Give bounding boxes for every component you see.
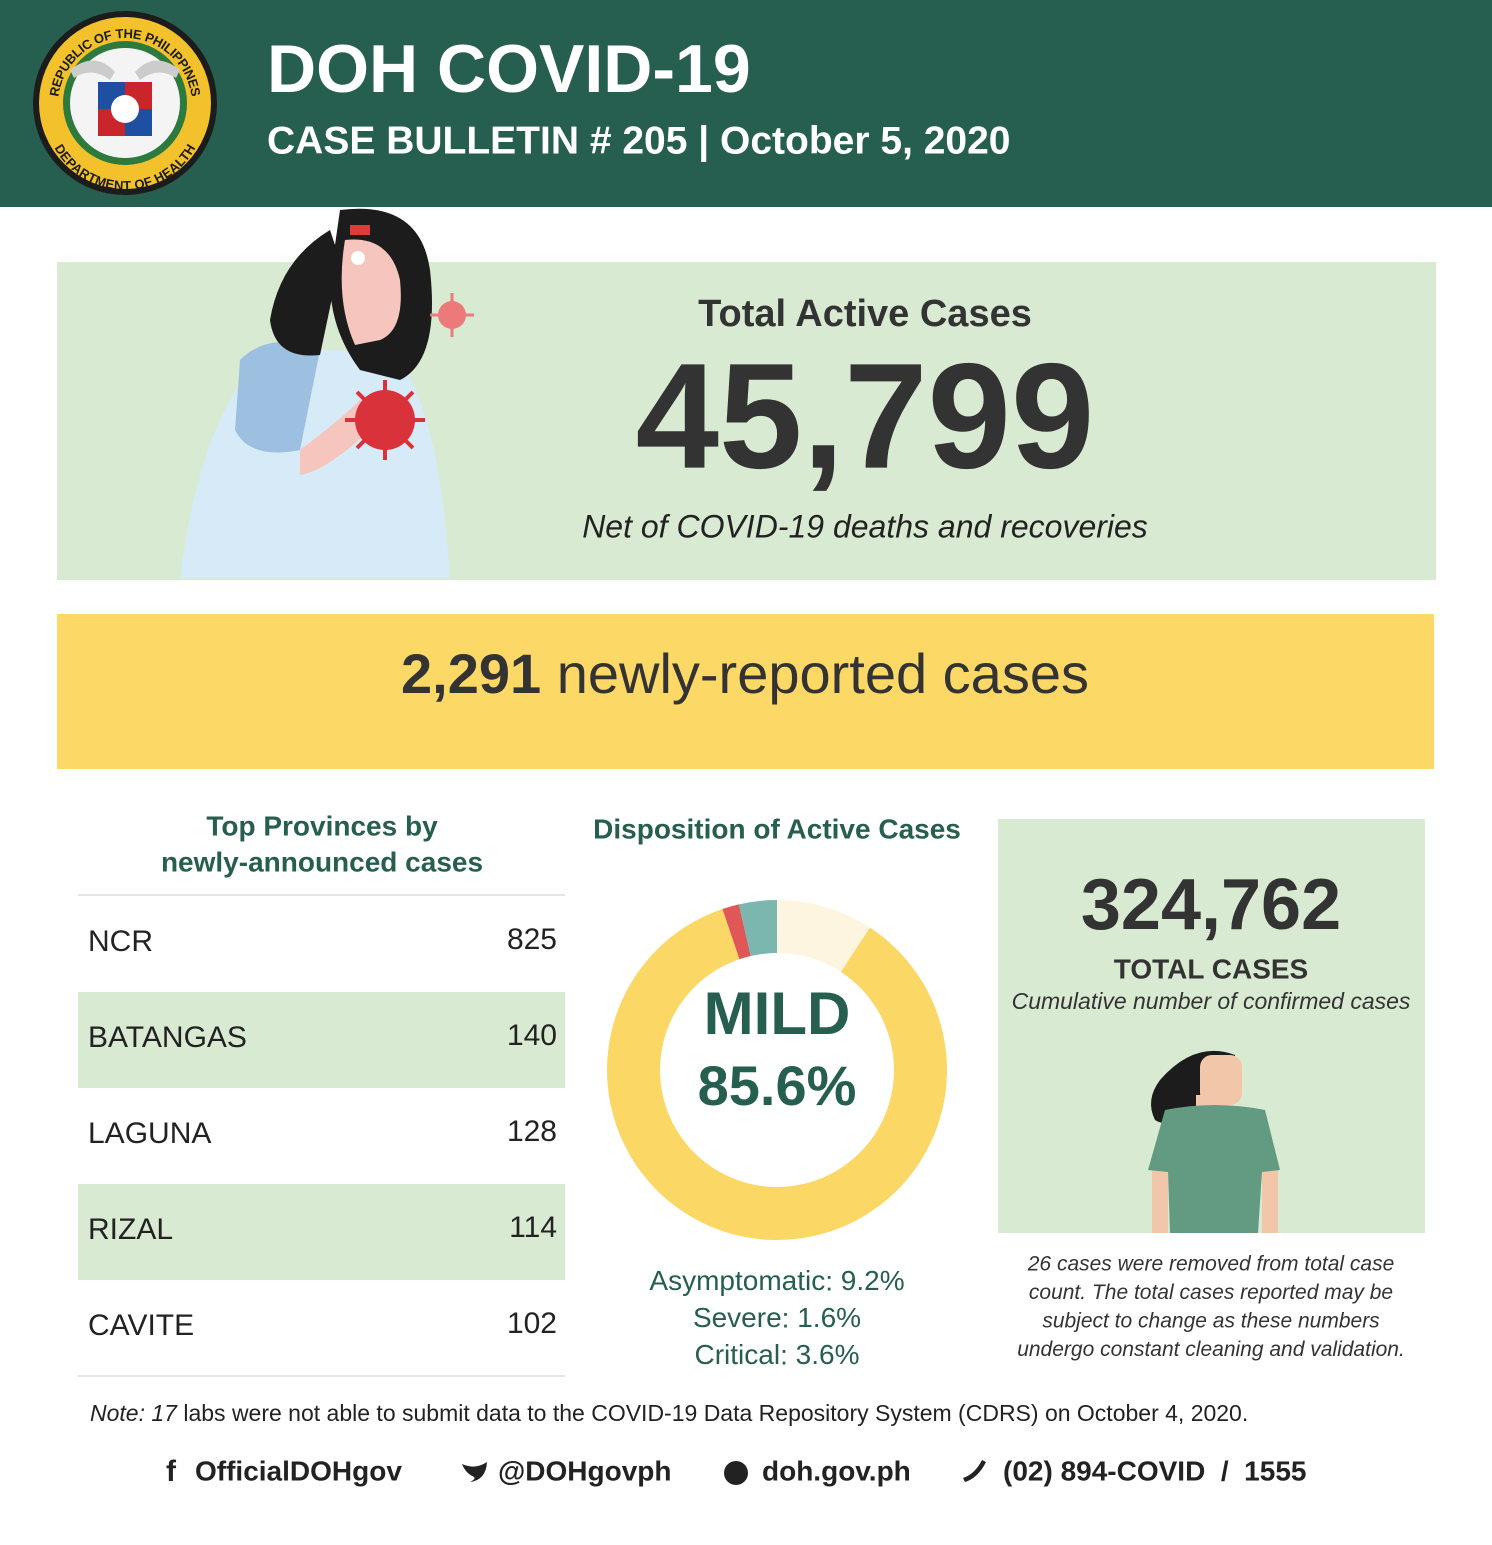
footer-item: (02) 894-COVID / 1555 [1003,1455,1306,1486]
logo: REPUBLIC OF THE PHILIPPINES DEPARTMENT O… [33,11,217,195]
decoration [963,1460,986,1482]
note-line: subject to change as these numbers [1042,1310,1380,1333]
total-note: 26 cases were removed from total case cou… [1017,1253,1405,1362]
decoration [135,60,180,80]
province-count: 114 [509,1211,557,1244]
province-table: Top Provinces by newly-announced cases NCR… [78,810,565,1377]
sick-woman-illustration [180,208,474,578]
province-count: 825 [507,923,557,956]
note-prefix: Note: [90,1400,145,1426]
footer-item: @DOHgovph [498,1455,672,1486]
legend-value: 9.2% [841,1265,905,1296]
decoration [350,225,370,235]
legend-value: 1.6% [797,1302,861,1333]
center-label: MILD [704,980,851,1047]
subtitle: CASE BULLETIN # 205 | October 5, 2020 [267,119,1011,162]
note-line: undergo constant cleaning and validation… [1017,1338,1405,1361]
province-name: NCR [88,925,153,958]
legend-name: Asymptomatic [649,1265,825,1296]
decoration: f [166,1455,177,1488]
province-name: BATANGAS [88,1021,247,1054]
footer-item: doh.gov.ph [762,1455,911,1486]
table-row [78,1280,565,1376]
decoration [1148,1105,1280,1233]
province-name: CAVITE [88,1309,194,1342]
center-value: 85.6% [698,1054,857,1117]
table-row [78,992,565,1088]
donut-segment [777,900,870,973]
legend-name: Severe [693,1302,782,1333]
decoration [430,293,474,337]
note: Note: 17 labs were not able to submit da… [90,1400,1248,1426]
decoration [345,380,425,460]
table-row [78,896,565,992]
donut-segment [606,908,947,1241]
legend-entry: Asymptomatic: 9.2% [649,1265,904,1296]
legend-entry: Critical: 3.6% [695,1339,860,1370]
table-row [78,1088,565,1184]
decoration [1200,1055,1242,1105]
legend-value: 3.6% [796,1339,860,1370]
active-title: Total Active Cases [698,293,1032,335]
decoration [351,251,365,265]
new-cases: 2,291 newly-reported cases [401,642,1089,705]
total-title: TOTAL CASES [1114,953,1308,984]
table-title: newly-announced cases [161,846,483,877]
total-value: 324,762 [1081,865,1341,945]
decoration [462,1462,487,1482]
province-count: 102 [507,1307,557,1340]
province-name: LAGUNA [88,1117,211,1150]
footer-icons: f [166,1455,986,1488]
donut: MILD 85.6% Asymptomatic: 9.2% Severe: 1.6% C… [606,900,947,1370]
footer: OfficialDOHgov @DOHgovph doh.gov.ph (02) 89… [195,1455,1306,1486]
decoration [341,239,401,345]
decoration [111,95,139,123]
table-row [78,1184,565,1280]
person-illustration [1148,1050,1280,1233]
note-line: 26 cases were removed from total case [1027,1253,1395,1276]
header-band [0,0,1492,207]
decoration [724,1461,748,1485]
donut-segment [738,900,777,956]
table-title: Top Provinces by [206,810,438,841]
total-caption: Cumulative number of confirmed cases [1012,988,1411,1014]
note-count: 17 [151,1400,178,1426]
decoration [235,342,320,453]
decoration [1152,1160,1168,1233]
active-value: 45,799 [636,332,1095,500]
legend-name: Critical [695,1339,781,1370]
new-cases-panel [57,614,1434,769]
note-text: labs were not able to submit data to the… [183,1400,1248,1426]
province-count: 140 [507,1019,557,1052]
disposition-title: Disposition of Active Cases [593,813,961,844]
province-name: RIZAL [88,1213,173,1246]
title: DOH COVID-19 [267,31,751,107]
new-cases-count: 2,291 [401,642,541,705]
decoration [270,230,340,356]
decoration [70,60,115,80]
active-caption: Net of COVID-19 deaths and recoveries [582,508,1148,544]
legend-entry: Severe: 1.6% [693,1302,861,1333]
new-cases-label: newly-reported cases [557,642,1089,705]
note-line: count. The total cases reported may be [1029,1281,1393,1304]
decoration [1262,1160,1278,1233]
footer-item: OfficialDOHgov [195,1455,402,1486]
decoration [355,390,415,450]
donut-segment [722,904,751,960]
province-count: 128 [507,1115,557,1148]
